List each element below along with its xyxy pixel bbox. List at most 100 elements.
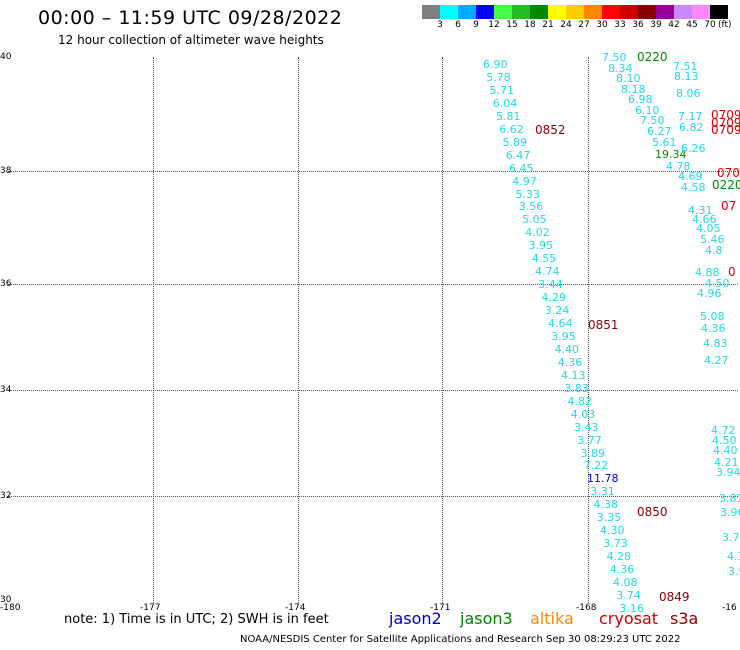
grid-meridian — [298, 57, 299, 603]
satellite-legend-s3a: s3a — [670, 609, 699, 628]
longitude-label: -16 — [722, 603, 737, 613]
scale-swatch — [692, 5, 710, 19]
grid-parallel — [8, 284, 738, 285]
grid-meridian — [442, 57, 443, 603]
grid-meridian — [588, 57, 589, 603]
wave-height-value: 3.89 — [580, 446, 606, 460]
wave-height-value: 3.77 — [577, 433, 602, 447]
wave-height-value: 5.81 — [496, 109, 521, 123]
pass-time-label: 0709 — [711, 123, 740, 137]
wave-height-value: 6.04 — [492, 96, 518, 110]
wave-height-value: 5.71 — [489, 83, 515, 97]
scale-label: 15 — [506, 20, 518, 30]
longitude-label: -171 — [430, 603, 451, 613]
wave-height-value: 4.50 — [705, 277, 730, 290]
wave-height-value: 4.05 — [696, 222, 721, 235]
scale-swatch — [512, 5, 530, 19]
wave-height-value: 5.08 — [700, 310, 725, 323]
wave-height-value: 4.02 — [525, 226, 550, 240]
scale-swatch — [620, 5, 638, 19]
scale-label: 9 — [473, 20, 479, 30]
wave-height-value: 6.47 — [505, 148, 531, 162]
map-title: 00:00 – 11:59 UTC 09/28/2022 — [38, 7, 343, 29]
wave-height-value: 5.33 — [515, 187, 541, 201]
wave-height-value: 6.62 — [499, 122, 524, 136]
wave-height-value: 4.28 — [606, 550, 632, 564]
scale-swatch — [584, 5, 602, 19]
wave-height-value: 6.90 — [483, 58, 508, 71]
longitude-label: -168 — [576, 603, 597, 613]
wave-height-value: 6.98 — [628, 93, 653, 106]
wave-height-value: 7.22 — [583, 459, 609, 473]
latitude-label: 30 — [0, 595, 12, 605]
scale-label: 21 — [542, 20, 554, 30]
wave-height-value: 4.8 — [705, 244, 723, 257]
latitude-label: 38 — [0, 166, 12, 176]
wave-height-value: 4.50 — [712, 434, 737, 447]
scale-label: 70 — [704, 20, 716, 30]
satellite-legend-jason3: jason3 — [460, 609, 513, 628]
scale-swatch — [566, 5, 584, 19]
map-subtitle: 12 hour collection of altimeter wave hei… — [58, 33, 324, 47]
wave-height-value: 5.89 — [502, 135, 528, 149]
scale-swatch — [638, 5, 656, 19]
color-scale-labels: 3 6 9 12 15 18 21 24 27 30 33 36 39 42 45 70 — [422, 20, 719, 30]
wave-height-value: 3.43 — [574, 420, 599, 434]
wave-height-value: 3.95 — [551, 329, 576, 343]
wave-height-value: 4.78 — [666, 160, 691, 173]
scale-swatch — [710, 5, 728, 19]
wave-height-value: 11.78 — [587, 472, 619, 486]
wave-height-value: 3.44 — [538, 278, 563, 292]
scale-label: 39 — [650, 20, 662, 30]
scale-swatch — [674, 5, 692, 19]
wave-height-value: 4.55 — [531, 252, 557, 266]
wave-height-value: 7.51 — [673, 60, 698, 73]
scale-swatch — [440, 5, 458, 19]
scale-label: 18 — [524, 20, 536, 30]
wave-height-value: 5.61 — [652, 136, 677, 149]
wave-height-value: 3.94 — [716, 466, 740, 479]
latitude-label: 32 — [0, 491, 12, 501]
latitude-label: 34 — [0, 385, 12, 395]
pass-time-label: 070 — [717, 166, 740, 180]
wave-height-value: 6.26 — [681, 142, 706, 155]
color-scale-unit: (ft) — [718, 20, 732, 30]
wave-height-value: 8.06 — [676, 87, 701, 100]
pass-time-label: 0852 — [535, 123, 566, 137]
scale-label: 24 — [560, 20, 572, 30]
scale-label: 12 — [488, 20, 500, 30]
wave-height-value: 8.13 — [674, 70, 699, 83]
wave-height-value: 4.40 — [554, 342, 580, 356]
wave-height-value: 4.31 — [688, 204, 713, 217]
wave-height-value: 4.88 — [695, 266, 720, 279]
wave-height-value: 7.17 — [678, 110, 703, 123]
wave-height-value: 6.10 — [635, 104, 660, 117]
wave-height-value: 4.83 — [703, 337, 728, 350]
wave-height-value: 4.36 — [701, 322, 726, 335]
wave-height-value: 4.36 — [557, 355, 583, 369]
grid-parallel — [8, 171, 738, 172]
pass-time-label: 0 — [728, 265, 736, 279]
scale-swatch — [458, 5, 476, 19]
pass-time-label: 0709 — [711, 108, 740, 122]
scale-swatch — [602, 5, 620, 19]
wave-height-value: 3.31 — [590, 485, 615, 499]
pass-time-label: 0220 — [637, 50, 668, 64]
wave-height-value: 4.1 — [727, 550, 740, 563]
wave-height-value: 4.38 — [593, 498, 619, 512]
wave-height-value: 8.10 — [616, 72, 641, 85]
scale-swatch — [656, 5, 674, 19]
wave-height-value: 5.46 — [700, 233, 725, 246]
satellite-legend-jason2: jason2 — [389, 609, 442, 628]
wave-height-value: 7.50 — [640, 114, 665, 127]
wave-height-value: 4.72 — [711, 424, 736, 437]
wave-height-value: 3.83 — [564, 381, 589, 395]
wave-height-value: 3.16 — [619, 601, 645, 615]
wave-height-value: 4.69 — [678, 170, 703, 183]
wave-height-value: 3.9 — [728, 565, 740, 578]
wave-height-value: 4.03 — [570, 407, 596, 421]
credit-line: NOAA/NESDIS Center for Satellite Applica… — [240, 634, 681, 645]
wave-height-value: 3.74 — [616, 588, 641, 602]
satellite-legend-cryosat: cryosat — [599, 609, 659, 628]
scale-label: 36 — [632, 20, 644, 30]
